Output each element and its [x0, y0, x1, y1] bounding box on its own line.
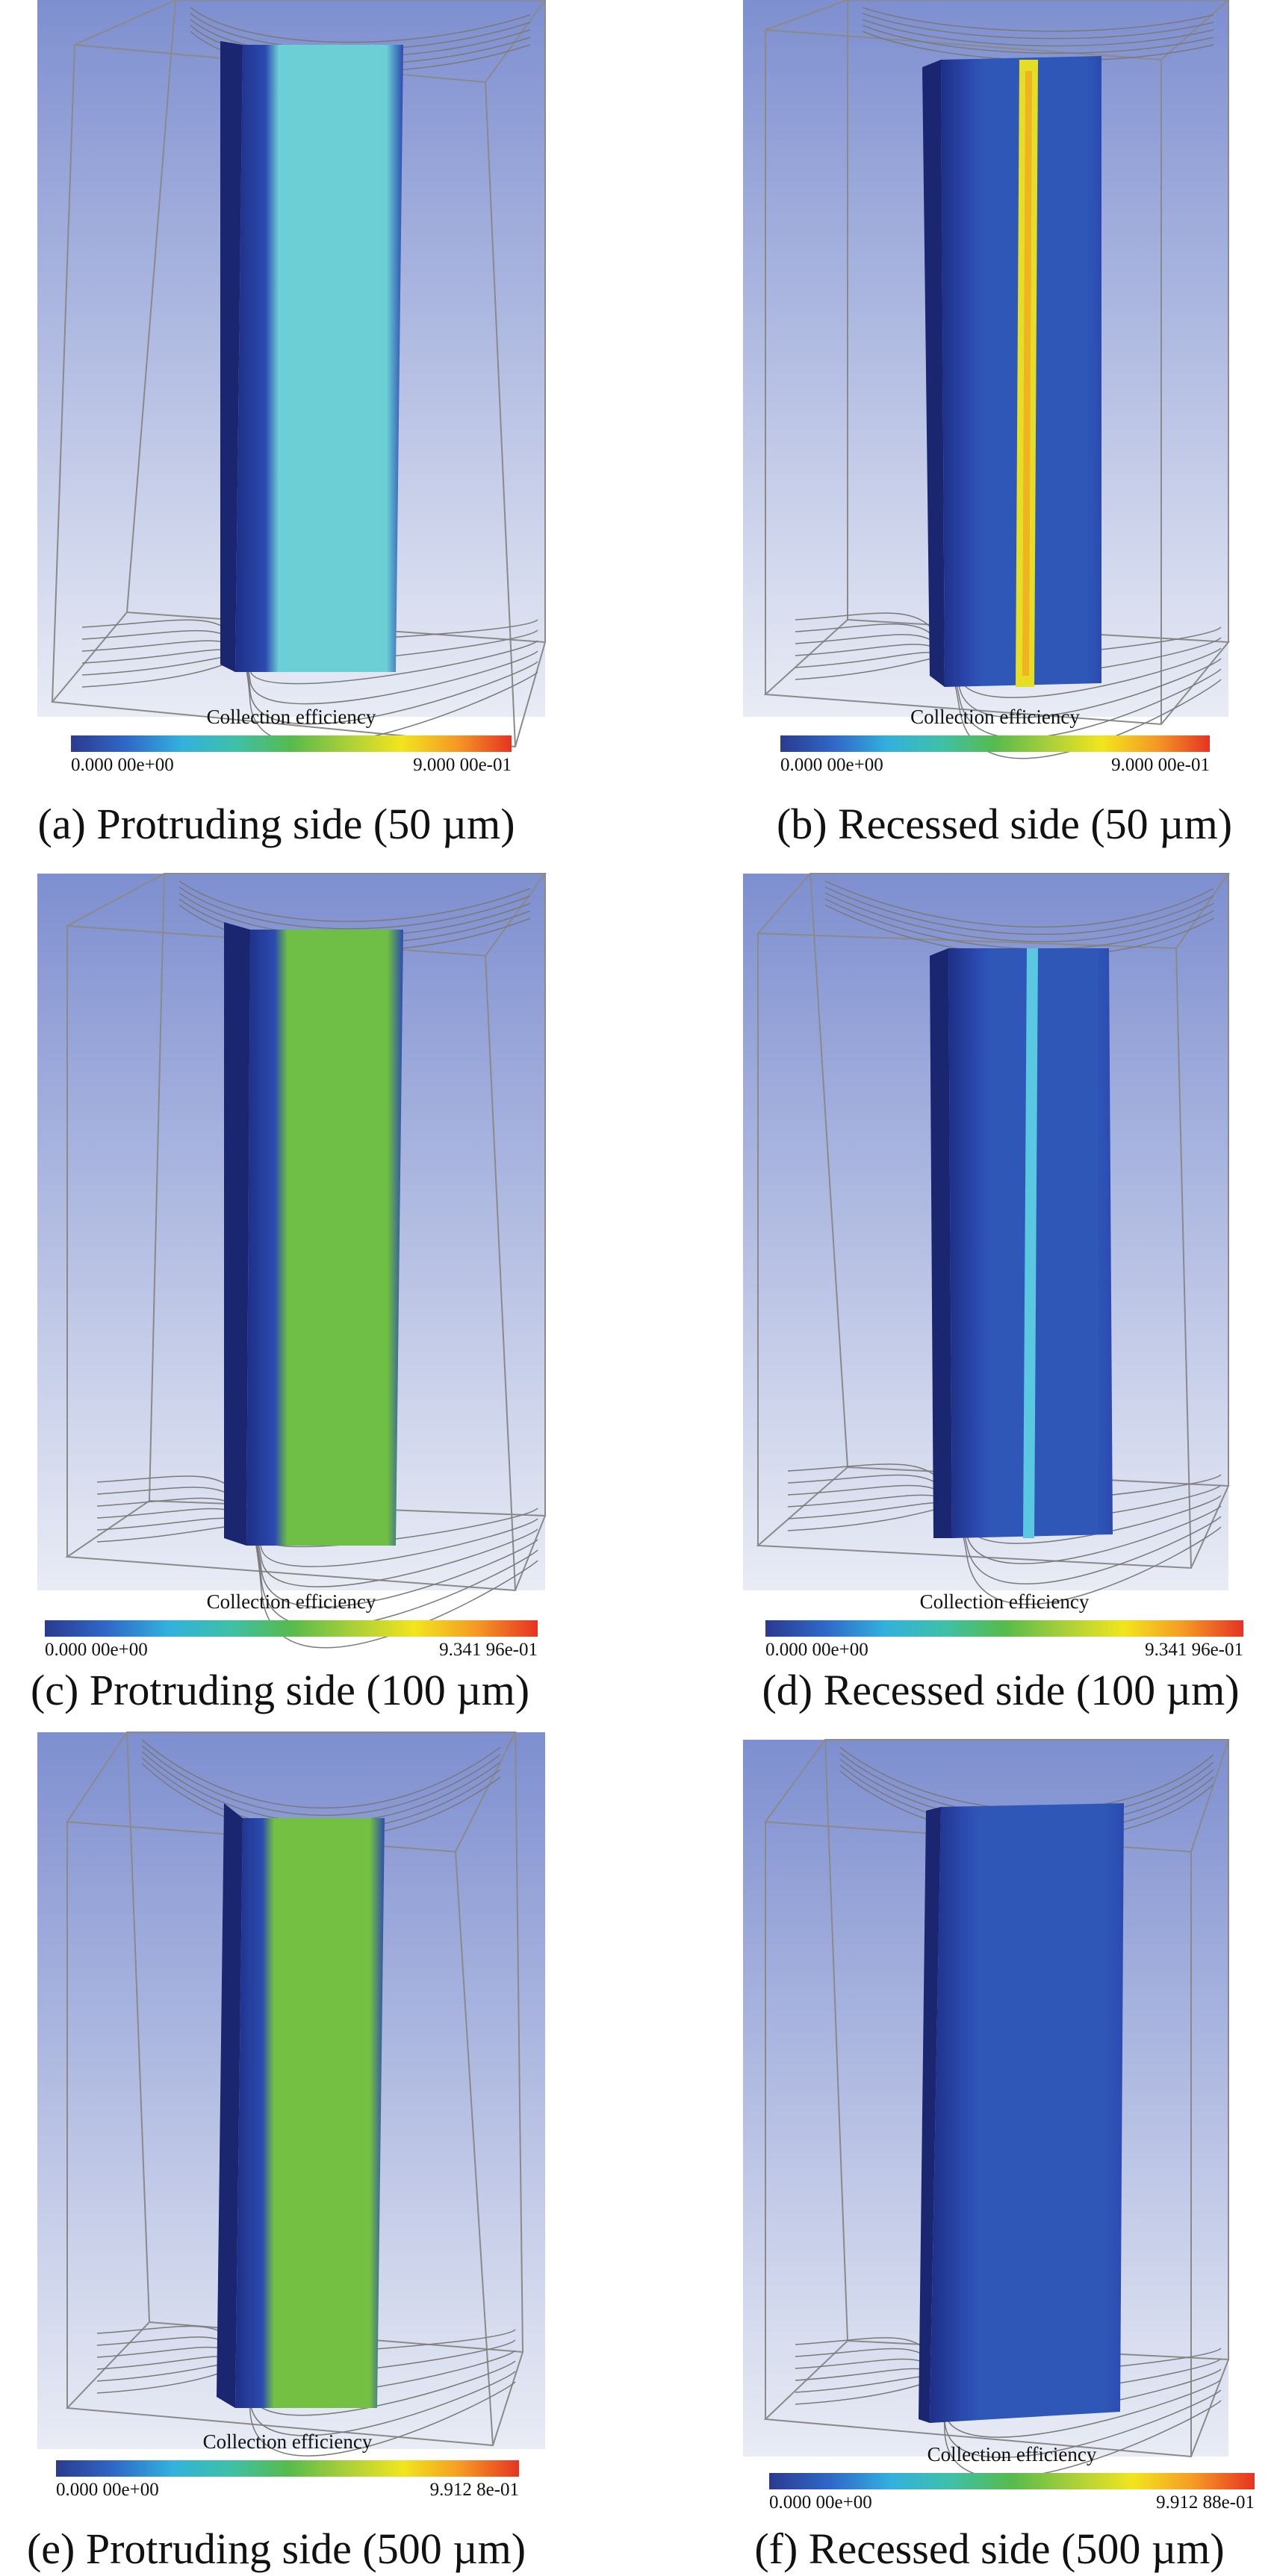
colorbar-title: Collection efficiency [919, 1590, 1090, 1613]
body-surface [235, 1818, 385, 2408]
panel-a: Collection efficiency 0.000 00e+00 9.000 0… [37, 0, 547, 791]
panel-c: Collection efficiency 0.000 00e+00 9.341 9… [37, 873, 547, 1665]
body-surface [246, 930, 403, 1546]
colorbar-max: 9.000 00e-01 [413, 755, 512, 775]
colorbar-min: 0.000 00e+00 [45, 1640, 148, 1660]
colorbar-max: 9.341 96e-01 [439, 1640, 538, 1660]
impingement-core [1022, 71, 1032, 676]
panel-d: Collection efficiency 0.000 00e+00 9.341 9… [743, 873, 1243, 1665]
body-side [922, 60, 945, 687]
body-side [224, 922, 250, 1546]
caption-c: (c) Protruding side (100 µm) [30, 1666, 530, 1714]
body-side [919, 1807, 941, 2423]
colorbar-min: 0.000 00e+00 [780, 755, 883, 775]
simulation-render [743, 1739, 1230, 2479]
panel-f: Collection efficiency 0.000 00e+00 9.912 8… [743, 1739, 1255, 2524]
colorbar-min: 0.000 00e+00 [56, 2480, 159, 2500]
colorbar [56, 2460, 519, 2477]
streamlines [795, 1746, 1222, 2479]
colorbar-title: Collection efficiency [910, 706, 1080, 728]
caption-d: (d) Recessed side (100 µm) [762, 1666, 1240, 1714]
simulation-render [37, 873, 547, 1649]
body-surface [930, 1803, 1124, 2423]
colorbar-max: 9.912 88e-01 [1156, 2492, 1255, 2513]
wireframe-box [756, 873, 1230, 1569]
colorbar [769, 2473, 1255, 2489]
colorbar-min: 0.000 00e+00 [71, 755, 174, 775]
wireframe-box [763, 0, 1231, 726]
simulation-render [743, 873, 1230, 1605]
colorbar-title: Collection efficiency [206, 1590, 376, 1613]
colorbar [71, 735, 512, 752]
simulation-render [37, 0, 547, 748]
colorbar-max: 9.341 96e-01 [1145, 1640, 1243, 1660]
wireframe-box [65, 1732, 524, 2447]
impingement-stripe [1023, 948, 1038, 1538]
colorbar [780, 735, 1210, 752]
simulation-render [743, 0, 1231, 759]
body-surface [235, 45, 403, 672]
panel-e: Collection efficiency 0.000 00e+00 9.912 8… [37, 1732, 545, 2516]
simulation-render [37, 1732, 545, 2457]
caption-e: (e) Protruding side (500 µm) [26, 2524, 526, 2573]
body-side [220, 41, 243, 672]
panel-b: Collection efficiency 0.000 00e+00 9.000 0… [743, 0, 1231, 791]
colorbar-min: 0.000 00e+00 [769, 2492, 872, 2513]
colorbar-max: 9.912 8e-01 [429, 2480, 519, 2500]
colorbar-title: Collection efficiency [927, 2443, 1097, 2465]
body-side [930, 948, 952, 1538]
colorbar-title: Collection efficiency [202, 2430, 373, 2453]
colorbar [765, 1620, 1243, 1637]
caption-b: (b) Recessed side (50 µm) [776, 800, 1233, 848]
colorbar [45, 1620, 538, 1637]
colorbar-title: Collection efficiency [206, 706, 376, 728]
caption-a: (a) Protruding side (50 µm) [37, 800, 515, 848]
body-side [217, 1803, 243, 2408]
caption-f: (f) Recessed side (500 µm) [754, 2524, 1225, 2573]
colorbar-min: 0.000 00e+00 [765, 1640, 868, 1660]
colorbar-max: 9.000 00e-01 [1111, 755, 1210, 775]
